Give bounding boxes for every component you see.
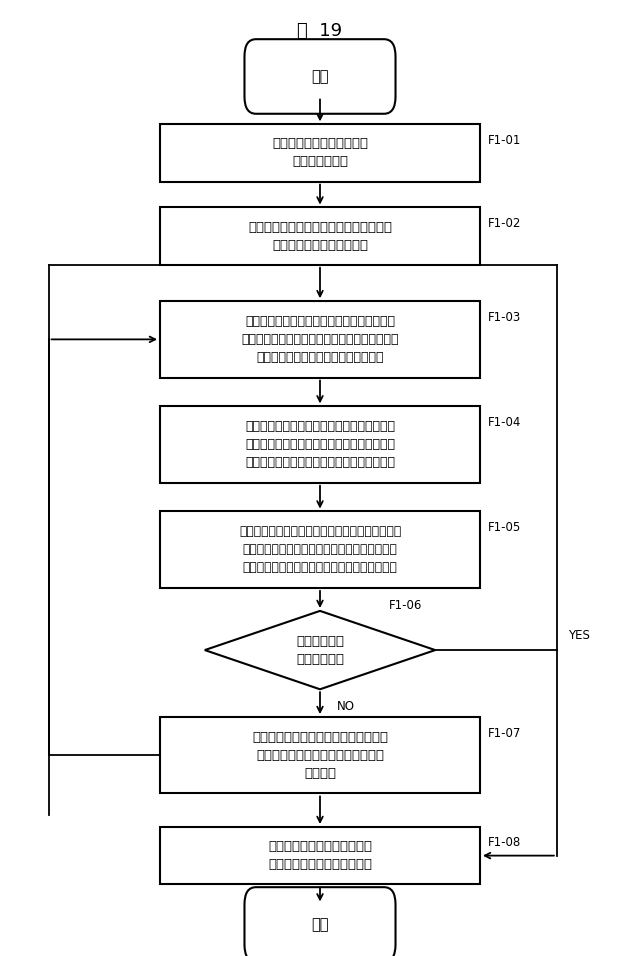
Text: 図  19: 図 19 [298, 22, 342, 39]
Text: 終了: 終了 [311, 917, 329, 932]
Bar [160, 511, 480, 588]
Bar [160, 717, 480, 793]
Bar [160, 406, 480, 483]
Text: 選択したシナリオ修正施策を
適用し、修正履歴を保存する: 選択したシナリオ修正施策を 適用し、修正履歴を保存する [268, 840, 372, 871]
Text: NO: NO [337, 700, 355, 713]
Text: 業務指標値との相関がシナリオ関連度閾値２
以上かつシナリオ関連度閾値１未満のシナリオ
を抽出し、第一のシナリオ修正を試行: 業務指標値との相関がシナリオ関連度閾値２ 以上かつシナリオ関連度閾値１未満のシナ… [241, 315, 399, 364]
Text: F1-03: F1-03 [488, 311, 521, 324]
Text: 業務指標値との相関がシナリオ関連度閾
値１以上のシナリオを抽出: 業務指標値との相関がシナリオ関連度閾 値１以上のシナリオを抽出 [248, 221, 392, 251]
Text: 改善対象の業務指標値等の
入力を受け付け: 改善対象の業務指標値等の 入力を受け付け [272, 138, 368, 168]
Text: YES: YES [568, 629, 590, 642]
Text: F1-08: F1-08 [488, 836, 521, 850]
Text: 第一のシナリオ修正および第二のシナリオ修正の
何れか一方または両方を組合せたシナリオ修正
を適用し、試行期間にわたってサービスを実施: 第一のシナリオ修正および第二のシナリオ修正の 何れか一方または両方を組合せたシナ… [239, 525, 401, 575]
Text: F1-06: F1-06 [389, 599, 422, 613]
Polygon shape [205, 611, 435, 689]
Bar [160, 301, 480, 378]
Text: F1-04: F1-04 [488, 416, 521, 429]
Text: 業務指標値との相関がシナリオ関連度閾値３
未満以上かつシナリオ関連度閾値２未満のシ
ナリオを抽出し、第二のシナリオ修正を試行: 業務指標値との相関がシナリオ関連度閾値３ 未満以上かつシナリオ関連度閾値２未満の… [245, 420, 395, 469]
FancyBboxPatch shape [244, 887, 396, 956]
Text: F1-01: F1-01 [488, 134, 521, 147]
FancyBboxPatch shape [244, 39, 396, 114]
Text: 選択したシナリオ修正施策を破棄し、
新たなシナリオに対して再度施策を
検討する: 選択したシナリオ修正施策を破棄し、 新たなシナリオに対して再度施策を 検討する [252, 730, 388, 780]
Text: F1-02: F1-02 [488, 217, 521, 230]
Text: 開始: 開始 [311, 69, 329, 84]
Text: F1-05: F1-05 [488, 521, 521, 534]
Text: F1-07: F1-07 [488, 727, 521, 740]
Bar [160, 207, 480, 265]
Bar [160, 124, 480, 182]
Bar [160, 827, 480, 884]
Text: 業務指標値は
改善したか？: 業務指標値は 改善したか？ [296, 635, 344, 665]
